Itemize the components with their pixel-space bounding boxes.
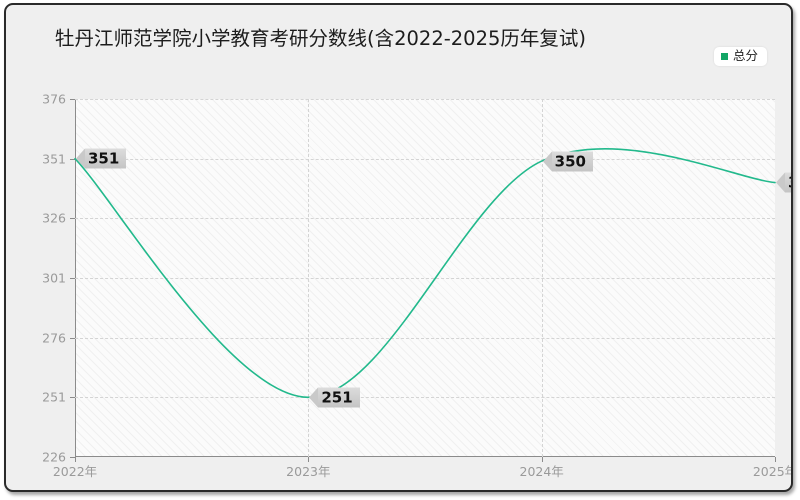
series-path [74,148,776,399]
y-tick-mark [70,278,75,279]
x-tick-label: 2022年 [52,464,98,479]
x-tick-label: 2025年 [752,464,793,479]
label-arrow-icon [776,172,785,193]
x-tick-label: 2023年 [286,464,331,479]
y-tick-label: 301 [42,270,66,286]
x-tick-mark [75,457,76,462]
x-tick-mark [308,457,310,462]
y-tick-label: 376 [42,91,66,107]
chart-title: 牡丹江师范学院小学教育考研分数线(含2022-2025历年复试) [55,27,587,50]
y-tick-label: 276 [42,330,66,346]
x-tick-label: 2024年 [519,464,564,479]
y-tick-label: 351 [42,151,66,167]
label-value: 341 [785,172,791,193]
y-tick-label: 326 [42,210,66,226]
y-tick-label: 251 [42,389,66,405]
y-tick-label: 226 [42,449,66,465]
y-tick-mark [70,158,75,160]
y-tick-mark [70,457,75,458]
chart-frame: 牡丹江师范学院小学教育考研分数线(含2022-2025历年复试) 总分 226 2… [4,3,793,492]
legend-marker-icon [720,52,728,60]
x-tick-mark [775,457,776,462]
x-tick-mark [541,457,543,462]
y-tick-mark [70,99,75,100]
y-tick-mark [70,397,75,399]
data-point-label: 341 [776,172,791,193]
chart-legend[interactable]: 总分 [713,47,767,66]
y-tick-mark [70,218,75,220]
legend-item-label: 总分 [732,48,758,63]
y-tick-mark [70,337,75,339]
plot-wrapper: 226 251 276 301 326 351 376 2022年 2023年 2024年 202… [42,92,791,479]
series-line-total-score [74,148,776,399]
